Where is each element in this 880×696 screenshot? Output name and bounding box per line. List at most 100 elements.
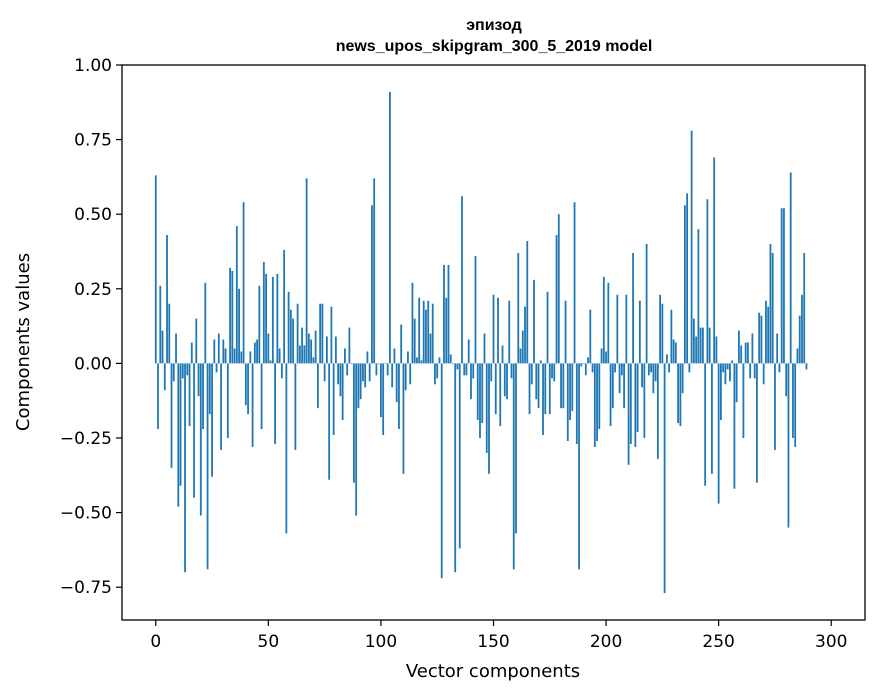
- bar: [445, 297, 448, 364]
- bar: [735, 363, 738, 403]
- bar: [506, 363, 508, 400]
- bar: [560, 363, 562, 409]
- bar: [289, 309, 292, 364]
- bar: [539, 360, 542, 364]
- bar: [386, 363, 389, 376]
- bar: [400, 324, 403, 364]
- bar: [665, 354, 668, 364]
- bar: [792, 363, 794, 438]
- bar: [596, 363, 598, 441]
- bar: [546, 291, 549, 364]
- bar: [355, 363, 358, 516]
- x-tick-label: 250: [702, 632, 734, 652]
- bar: [195, 318, 198, 364]
- bar: [490, 363, 493, 382]
- bar: [751, 333, 754, 364]
- bar: [366, 351, 369, 364]
- bar: [494, 363, 497, 415]
- bar: [472, 363, 475, 379]
- bar: [562, 363, 565, 409]
- bar: [566, 363, 569, 441]
- bar: [377, 363, 380, 364]
- y-tick-label: 0.50: [74, 205, 112, 225]
- bar: [330, 306, 333, 364]
- bar: [204, 282, 207, 364]
- bar: [551, 363, 553, 379]
- bar: [402, 363, 405, 474]
- bar: [636, 363, 639, 433]
- bar: [668, 363, 671, 373]
- bar: [334, 336, 337, 364]
- bar: [175, 333, 177, 364]
- x-tick-label: 300: [815, 632, 847, 652]
- bar: [704, 363, 707, 486]
- bar: [645, 244, 648, 364]
- bar: [537, 363, 540, 409]
- bar: [575, 363, 578, 444]
- bar: [607, 282, 610, 364]
- bar: [211, 363, 213, 477]
- bar: [765, 300, 767, 364]
- bar: [375, 363, 378, 376]
- bar: [632, 252, 634, 364]
- bar: [458, 363, 461, 549]
- bar: [413, 318, 416, 364]
- bar: [670, 309, 673, 364]
- bar: [269, 360, 272, 364]
- bar: [438, 357, 441, 364]
- bar: [652, 363, 655, 394]
- bar: [362, 363, 364, 382]
- x-axis-label: Vector components: [406, 661, 580, 682]
- bar: [157, 363, 159, 430]
- bar: [762, 363, 765, 385]
- bar: [240, 351, 243, 364]
- bar: [303, 345, 306, 364]
- bar: [530, 363, 533, 385]
- bar: [341, 363, 344, 421]
- bar: [553, 363, 556, 382]
- bar: [357, 363, 360, 409]
- bar: [544, 363, 547, 415]
- bar: [258, 285, 261, 364]
- bar: [609, 363, 612, 427]
- bar: [350, 363, 353, 364]
- bar: [686, 193, 689, 364]
- bar: [474, 255, 477, 364]
- y-tick-label: 0.25: [74, 280, 112, 300]
- bar: [166, 235, 168, 364]
- x-tick-label: 0: [150, 632, 161, 652]
- bar: [681, 363, 684, 394]
- bar: [720, 363, 722, 421]
- bar: [206, 363, 209, 570]
- bar: [738, 330, 740, 364]
- y-tick-label: −0.25: [60, 429, 112, 449]
- bar: [744, 342, 747, 364]
- bar: [186, 363, 189, 376]
- bar: [578, 363, 580, 570]
- bar: [625, 294, 628, 364]
- bar: [767, 306, 770, 364]
- bar: [314, 330, 317, 364]
- bar: [483, 333, 486, 364]
- x-tick-label: 50: [258, 632, 280, 652]
- bar: [778, 363, 781, 373]
- bar: [706, 199, 709, 364]
- bar: [276, 273, 279, 364]
- bar: [177, 363, 180, 507]
- bar: [492, 294, 495, 364]
- bar: [321, 303, 324, 364]
- bar: [332, 363, 335, 435]
- bar: [337, 363, 340, 385]
- bar: [713, 157, 716, 364]
- bar: [253, 342, 256, 364]
- bar: [389, 91, 391, 364]
- bar: [407, 351, 409, 364]
- bar: [481, 363, 484, 424]
- bar: [305, 178, 308, 364]
- bar: [184, 363, 186, 573]
- bar: [425, 309, 427, 364]
- bar: [614, 363, 616, 373]
- bar: [692, 318, 695, 364]
- bar: [634, 363, 637, 447]
- bar: [319, 303, 322, 364]
